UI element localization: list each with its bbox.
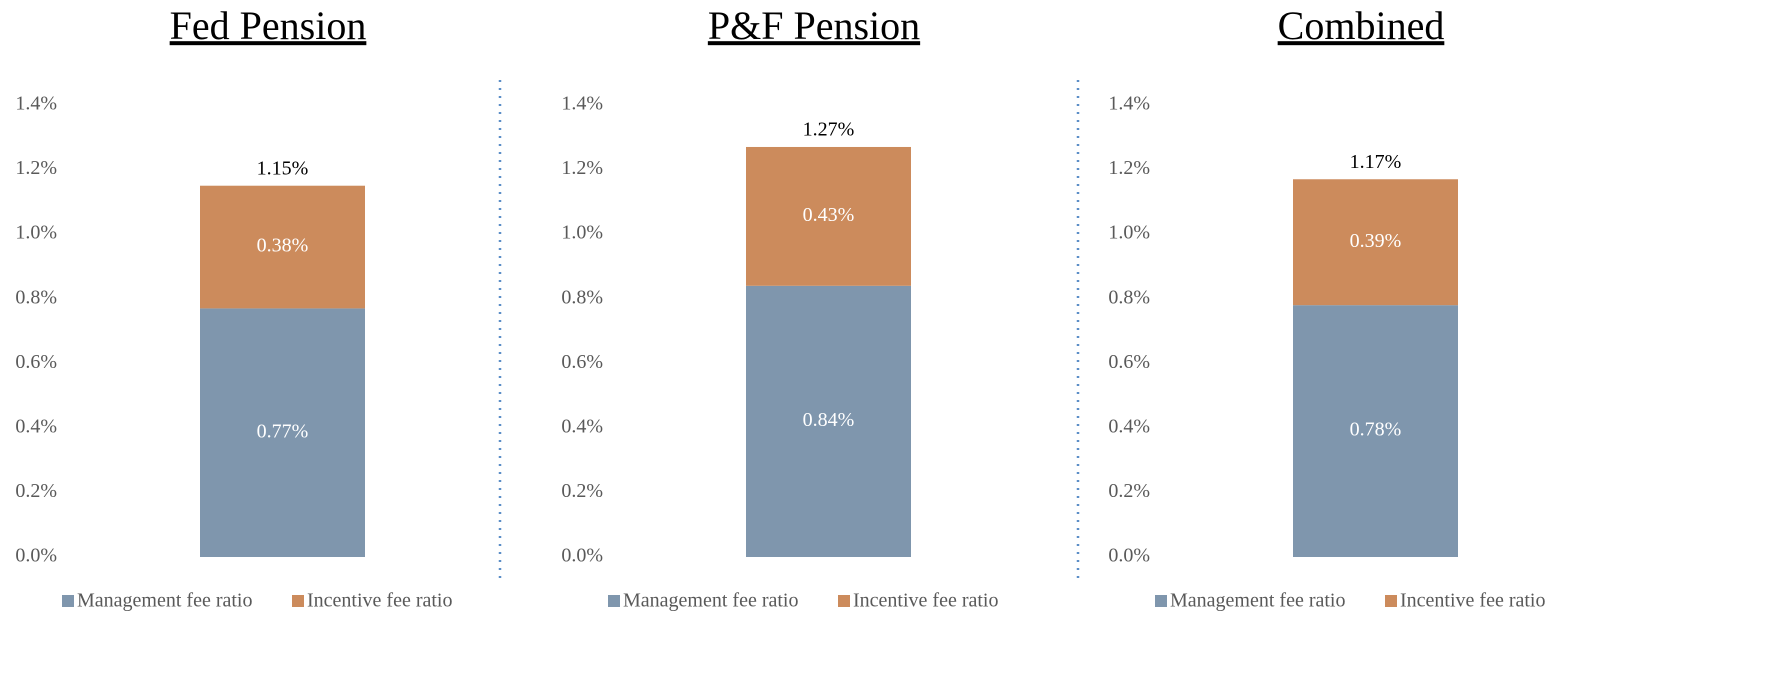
- data-label: 0.43%: [803, 204, 855, 226]
- y-tick-label: 1.0%: [561, 222, 603, 244]
- y-tick-label: 0.4%: [15, 415, 57, 437]
- legend-label: Management fee ratio: [623, 590, 798, 612]
- y-tick-label: 0.0%: [1108, 545, 1150, 567]
- bar-segment: [746, 146, 911, 286]
- y-tick-label: 0.4%: [1108, 415, 1150, 437]
- bar-segment: [1293, 305, 1458, 557]
- legend-swatch: [1385, 595, 1397, 607]
- y-tick-label: 0.4%: [561, 415, 603, 437]
- chart-title: Fed Pension: [170, 3, 367, 48]
- legend-swatch: [62, 595, 74, 607]
- chart-title: Combined: [1278, 3, 1445, 48]
- legend-label: Management fee ratio: [1170, 590, 1345, 612]
- total-label: 1.15%: [257, 157, 309, 179]
- y-tick-label: 0.0%: [561, 545, 603, 567]
- bar-segment: [1293, 179, 1458, 306]
- y-tick-label: 1.2%: [1108, 157, 1150, 179]
- legend-label: Incentive fee ratio: [1400, 590, 1545, 612]
- bar-segment: [746, 285, 911, 557]
- y-tick-label: 0.6%: [1108, 351, 1150, 373]
- y-tick-label: 0.8%: [15, 286, 57, 308]
- chart-title: P&F Pension: [708, 3, 920, 48]
- y-tick-label: 0.6%: [15, 351, 57, 373]
- total-label: 1.27%: [803, 119, 855, 141]
- y-tick-label: 0.8%: [561, 286, 603, 308]
- data-label: 0.84%: [803, 409, 855, 431]
- y-tick-label: 1.4%: [561, 93, 603, 115]
- data-label: 0.39%: [1350, 230, 1402, 252]
- data-label: 0.38%: [257, 235, 309, 257]
- y-tick-label: 1.2%: [15, 157, 57, 179]
- bar-segment: [200, 185, 365, 309]
- y-tick-label: 1.2%: [561, 157, 603, 179]
- legend-swatch: [608, 595, 620, 607]
- legend-swatch: [838, 595, 850, 607]
- y-tick-label: 0.2%: [1108, 480, 1150, 502]
- data-label: 0.77%: [257, 420, 309, 442]
- legend-swatch: [1155, 595, 1167, 607]
- legend-label: Incentive fee ratio: [853, 590, 998, 612]
- y-tick-label: 0.8%: [1108, 286, 1150, 308]
- y-tick-label: 0.0%: [15, 545, 57, 567]
- legend-label: Incentive fee ratio: [307, 590, 452, 612]
- total-label: 1.17%: [1350, 151, 1402, 173]
- y-tick-label: 0.2%: [15, 480, 57, 502]
- y-tick-label: 0.2%: [561, 480, 603, 502]
- y-tick-label: 1.4%: [15, 93, 57, 115]
- legend-swatch: [292, 595, 304, 607]
- y-tick-label: 0.6%: [561, 351, 603, 373]
- legend-label: Management fee ratio: [77, 590, 252, 612]
- y-tick-label: 1.4%: [1108, 93, 1150, 115]
- data-label: 0.78%: [1350, 419, 1402, 441]
- y-tick-label: 1.0%: [1108, 222, 1150, 244]
- bar-segment: [200, 308, 365, 557]
- y-tick-label: 1.0%: [15, 222, 57, 244]
